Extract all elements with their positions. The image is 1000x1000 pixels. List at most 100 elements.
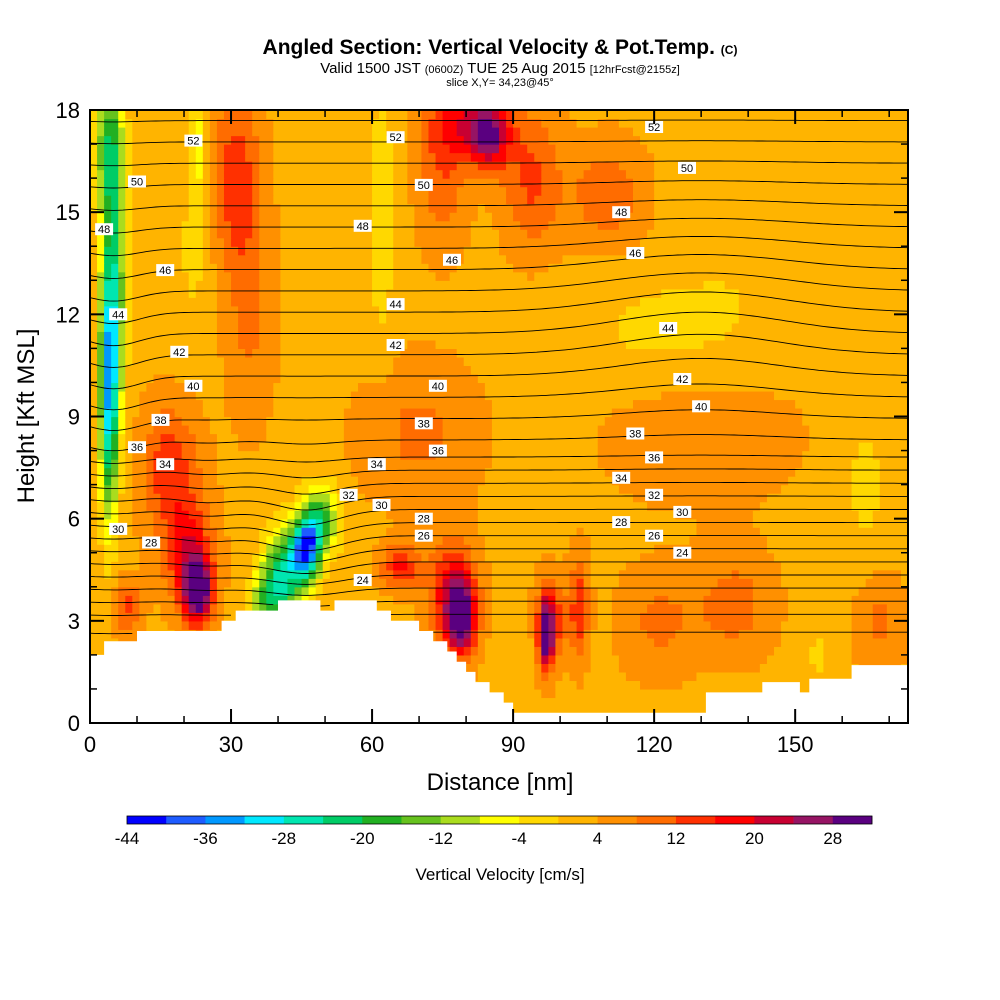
velocity-cell: [252, 561, 260, 571]
velocity-cell: [238, 331, 260, 341]
velocity-cell: [280, 535, 289, 545]
velocity-cell: [104, 510, 112, 520]
velocity-cell: [470, 612, 479, 622]
velocity-cell: [576, 595, 585, 605]
velocity-cell: [167, 620, 183, 630]
y-tick-label: 12: [56, 302, 80, 327]
velocity-cell: [414, 561, 437, 571]
velocity-cell: [195, 603, 204, 613]
velocity-cell: [322, 578, 373, 588]
velocity-cell: [202, 229, 211, 239]
velocity-cell: [90, 390, 98, 401]
velocity-cell: [428, 612, 437, 622]
velocity-cell: [499, 127, 507, 137]
velocity-cell: [449, 169, 521, 179]
velocity-cell: [223, 407, 274, 418]
velocity-cell: [372, 178, 394, 188]
velocity-cell: [146, 476, 155, 486]
velocity-cell: [132, 254, 183, 264]
velocity-cell: [118, 459, 126, 469]
velocity-cell: [209, 510, 225, 520]
velocity-cell: [111, 195, 119, 205]
velocity-cell: [160, 493, 197, 503]
x-tick-label: 30: [219, 732, 243, 757]
forecast-info: [12hrFcst@2155z]: [589, 64, 680, 76]
velocity-cell: [139, 595, 176, 605]
velocity-cell: [491, 586, 528, 596]
velocity-cell: [209, 195, 218, 205]
velocity-cell: [90, 254, 98, 264]
velocity-cell: [202, 178, 211, 188]
velocity-cell: [703, 603, 754, 613]
velocity-cell: [238, 442, 260, 452]
velocity-cell: [160, 561, 169, 571]
velocity-cell: [287, 578, 303, 588]
velocity-cell: [576, 527, 585, 537]
velocity-cell: [809, 425, 908, 435]
contour-label-bg: [151, 413, 170, 426]
velocity-cell: [125, 450, 133, 460]
velocity-cell: [583, 569, 592, 579]
velocity-cell: [216, 229, 232, 239]
velocity-cell: [118, 203, 126, 213]
velocity-cell: [414, 569, 437, 579]
velocity-cell: [202, 493, 225, 503]
velocity-cell: [252, 178, 260, 188]
velocity-cell: [548, 637, 557, 647]
velocity-cell: [372, 501, 479, 511]
velocity-cell: [795, 399, 908, 409]
velocity-cell: [407, 127, 423, 137]
velocity-cell: [491, 407, 613, 418]
velocity-cell: [216, 450, 345, 460]
velocity-cell: [259, 544, 267, 554]
colorbar-swatch: [715, 816, 755, 824]
theta-isoline: [90, 600, 908, 607]
velocity-cell: [111, 407, 119, 418]
velocity-cell: [111, 484, 119, 494]
velocity-cell: [477, 620, 486, 630]
chart-title-main: Angled Section: Vertical Velocity & Pot.…: [262, 36, 715, 59]
velocity-cell: [181, 595, 190, 605]
velocity-cell: [125, 416, 133, 426]
velocity-cell: [280, 220, 373, 230]
velocity-cell: [541, 654, 549, 664]
velocity-cell: [231, 578, 246, 588]
velocity-cell: [125, 603, 133, 613]
velocity-cell: [132, 603, 140, 613]
velocity-cell: [534, 680, 557, 690]
velocity-cell: [202, 212, 211, 222]
contour-label-bg: [645, 451, 664, 464]
velocity-cell: [661, 288, 740, 298]
velocity-cell: [407, 144, 423, 154]
velocity-cell: [724, 629, 740, 639]
velocity-cell: [463, 578, 472, 588]
contour-label-bg: [184, 134, 203, 147]
velocity-cell: [132, 467, 148, 477]
velocity-cell: [506, 254, 564, 264]
velocity-cell: [527, 612, 535, 622]
velocity-cell: [802, 407, 908, 418]
velocity-cell: [90, 356, 98, 367]
velocity-cell: [90, 237, 98, 247]
velocity-cell: [428, 552, 444, 562]
velocity-cell: [132, 450, 148, 460]
colorbar-swatch: [636, 816, 677, 824]
contour-label-bg: [128, 175, 146, 188]
velocity-cell: [590, 620, 599, 630]
velocity-cell: [421, 552, 430, 562]
velocity-cell: [477, 671, 535, 682]
velocity-cell: [104, 467, 112, 477]
velocity-cell: [541, 161, 557, 171]
velocity-cell: [654, 595, 669, 605]
velocity-cell: [470, 637, 479, 647]
velocity-cell: [414, 603, 430, 613]
velocity-cell: [449, 646, 458, 656]
velocity-cell: [202, 527, 218, 537]
velocity-cell: [470, 629, 479, 639]
velocity-cell: [97, 501, 105, 511]
velocity-cell: [372, 297, 387, 307]
velocity-cell: [104, 178, 119, 188]
velocity-cell: [682, 620, 712, 630]
contour-label-bg: [353, 219, 372, 232]
velocity-cell: [555, 680, 578, 690]
